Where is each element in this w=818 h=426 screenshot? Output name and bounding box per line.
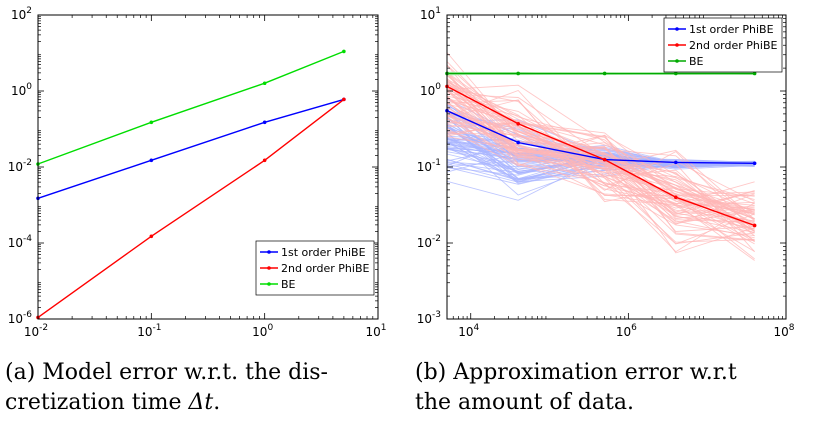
legend-label: BE bbox=[281, 278, 296, 291]
x-tick-label: 100 bbox=[252, 323, 273, 339]
series-2nd-order-phibe bbox=[445, 84, 757, 228]
data-point bbox=[516, 122, 520, 126]
data-point bbox=[262, 81, 267, 86]
series-line bbox=[37, 98, 345, 199]
series-be bbox=[445, 71, 757, 76]
y-tick-label: 10-2 bbox=[417, 234, 441, 250]
series-line bbox=[37, 50, 345, 165]
spread-line bbox=[446, 130, 755, 214]
legend-swatch-marker bbox=[267, 266, 271, 270]
data-point bbox=[674, 195, 678, 200]
series-be bbox=[36, 49, 346, 166]
x-tick-label: 10-1 bbox=[137, 323, 161, 339]
caption-b-line1: (b) Approximation error w.r.t bbox=[415, 360, 737, 385]
legend-label: 1st order PhiBE bbox=[281, 246, 366, 259]
x-tick-label: 104 bbox=[458, 323, 479, 339]
y-tick-label: 10-4 bbox=[8, 234, 33, 250]
data-point bbox=[752, 223, 757, 228]
data-point bbox=[602, 71, 607, 76]
y-tick-label: 10-3 bbox=[417, 310, 441, 326]
data-point bbox=[149, 158, 154, 163]
y-tick-label: 102 bbox=[11, 6, 32, 22]
spread-line bbox=[446, 114, 755, 252]
caption-b: (b) Approximation error w.r.t the amount… bbox=[415, 358, 737, 418]
caption-a-line2: cretization time Δt. bbox=[5, 388, 328, 418]
legend-entry-2nd-order-phibe: 2nd order PhiBE bbox=[668, 39, 777, 52]
data-point bbox=[262, 158, 267, 163]
y-tick-label: 100 bbox=[420, 82, 441, 98]
data-point bbox=[342, 49, 346, 54]
caption-a: (a) Model error w.r.t. the dis- cretizat… bbox=[5, 358, 328, 418]
data-point bbox=[342, 97, 346, 102]
data-point bbox=[262, 120, 267, 125]
x-tick-label: 10-2 bbox=[24, 323, 48, 339]
data-point bbox=[752, 71, 757, 76]
data-point bbox=[602, 157, 607, 162]
x-tick-label: 108 bbox=[773, 323, 794, 339]
spread-line bbox=[446, 87, 755, 239]
data-point bbox=[516, 140, 520, 145]
spread-line bbox=[446, 101, 755, 260]
caption-a-line1: (a) Model error w.r.t. the dis- bbox=[5, 360, 328, 385]
spread-line bbox=[446, 79, 755, 261]
spread-2nd-order-phibe bbox=[446, 52, 755, 261]
chart-panel-approximation-error: 104 106 108 10-3 10-2 10-1 100 101 1st order Phi… bbox=[417, 6, 795, 339]
spread-line bbox=[446, 83, 755, 237]
spread-line bbox=[446, 101, 755, 234]
legend-entry-be: BE bbox=[668, 55, 704, 68]
spread-line bbox=[446, 84, 755, 232]
minor-ticks bbox=[447, 15, 786, 319]
data-point bbox=[674, 71, 678, 76]
data-point bbox=[149, 120, 154, 125]
spread-line bbox=[446, 74, 755, 213]
series-line bbox=[37, 98, 345, 318]
data-point bbox=[149, 234, 154, 239]
legend-swatch-marker bbox=[675, 27, 679, 31]
legend-entry-be: BE bbox=[260, 278, 296, 291]
y-tick-label: 10-6 bbox=[8, 310, 33, 326]
spread-line bbox=[446, 78, 755, 211]
data-point bbox=[752, 161, 757, 166]
spread-line bbox=[446, 99, 755, 227]
legend-label: 1st order PhiBE bbox=[689, 23, 774, 36]
y-tick-label: 101 bbox=[420, 6, 441, 22]
y-tick-label: 10-1 bbox=[417, 158, 441, 174]
series-2nd-order-phibe bbox=[36, 97, 346, 320]
data-point bbox=[516, 71, 520, 76]
legend-entry-1st-order-phibe: 1st order PhiBE bbox=[668, 23, 774, 36]
caption-a-delta-t: Δt bbox=[188, 390, 214, 415]
caption-a-line2-text: cretization time bbox=[5, 390, 189, 415]
spread-line bbox=[446, 111, 755, 197]
spread-line bbox=[446, 72, 755, 211]
legend-label: 2nd order PhiBE bbox=[689, 39, 777, 52]
legend-label: 2nd order PhiBE bbox=[281, 262, 369, 275]
legend-swatch-marker bbox=[267, 282, 271, 286]
chart-panel-model-error: 10-2 10-1 100 101 10-6 10-4 10-2 100 102 1st orde… bbox=[8, 6, 387, 339]
legend-swatch-marker bbox=[675, 59, 679, 63]
legend-swatch-marker bbox=[675, 43, 679, 47]
spread-line bbox=[446, 88, 755, 232]
x-tick-label: 101 bbox=[365, 323, 386, 339]
data-point bbox=[674, 160, 678, 165]
spread-line bbox=[446, 93, 755, 206]
spread-line bbox=[446, 124, 755, 222]
y-tick-label: 100 bbox=[11, 82, 32, 98]
legend-label: BE bbox=[689, 55, 704, 68]
spread-line bbox=[446, 118, 755, 209]
x-tick-label: 106 bbox=[616, 323, 637, 339]
caption-a-line2-end: . bbox=[213, 390, 221, 415]
spread-line bbox=[446, 64, 755, 232]
spread-line bbox=[446, 128, 755, 241]
minor-ticks bbox=[38, 15, 378, 319]
legend-swatch-marker bbox=[267, 250, 271, 254]
y-tick-label: 10-2 bbox=[8, 158, 32, 174]
legend-entry-1st-order-phibe: 1st order PhiBE bbox=[260, 246, 366, 259]
legend: 1st order PhiBE 2nd order PhiBE BE bbox=[663, 17, 783, 73]
legend-entry-2nd-order-phibe: 2nd order PhiBE bbox=[260, 262, 369, 275]
legend: 1st order PhiBE 2nd order PhiBE BE bbox=[255, 240, 375, 296]
caption-b-line2: the amount of data. bbox=[415, 390, 634, 415]
